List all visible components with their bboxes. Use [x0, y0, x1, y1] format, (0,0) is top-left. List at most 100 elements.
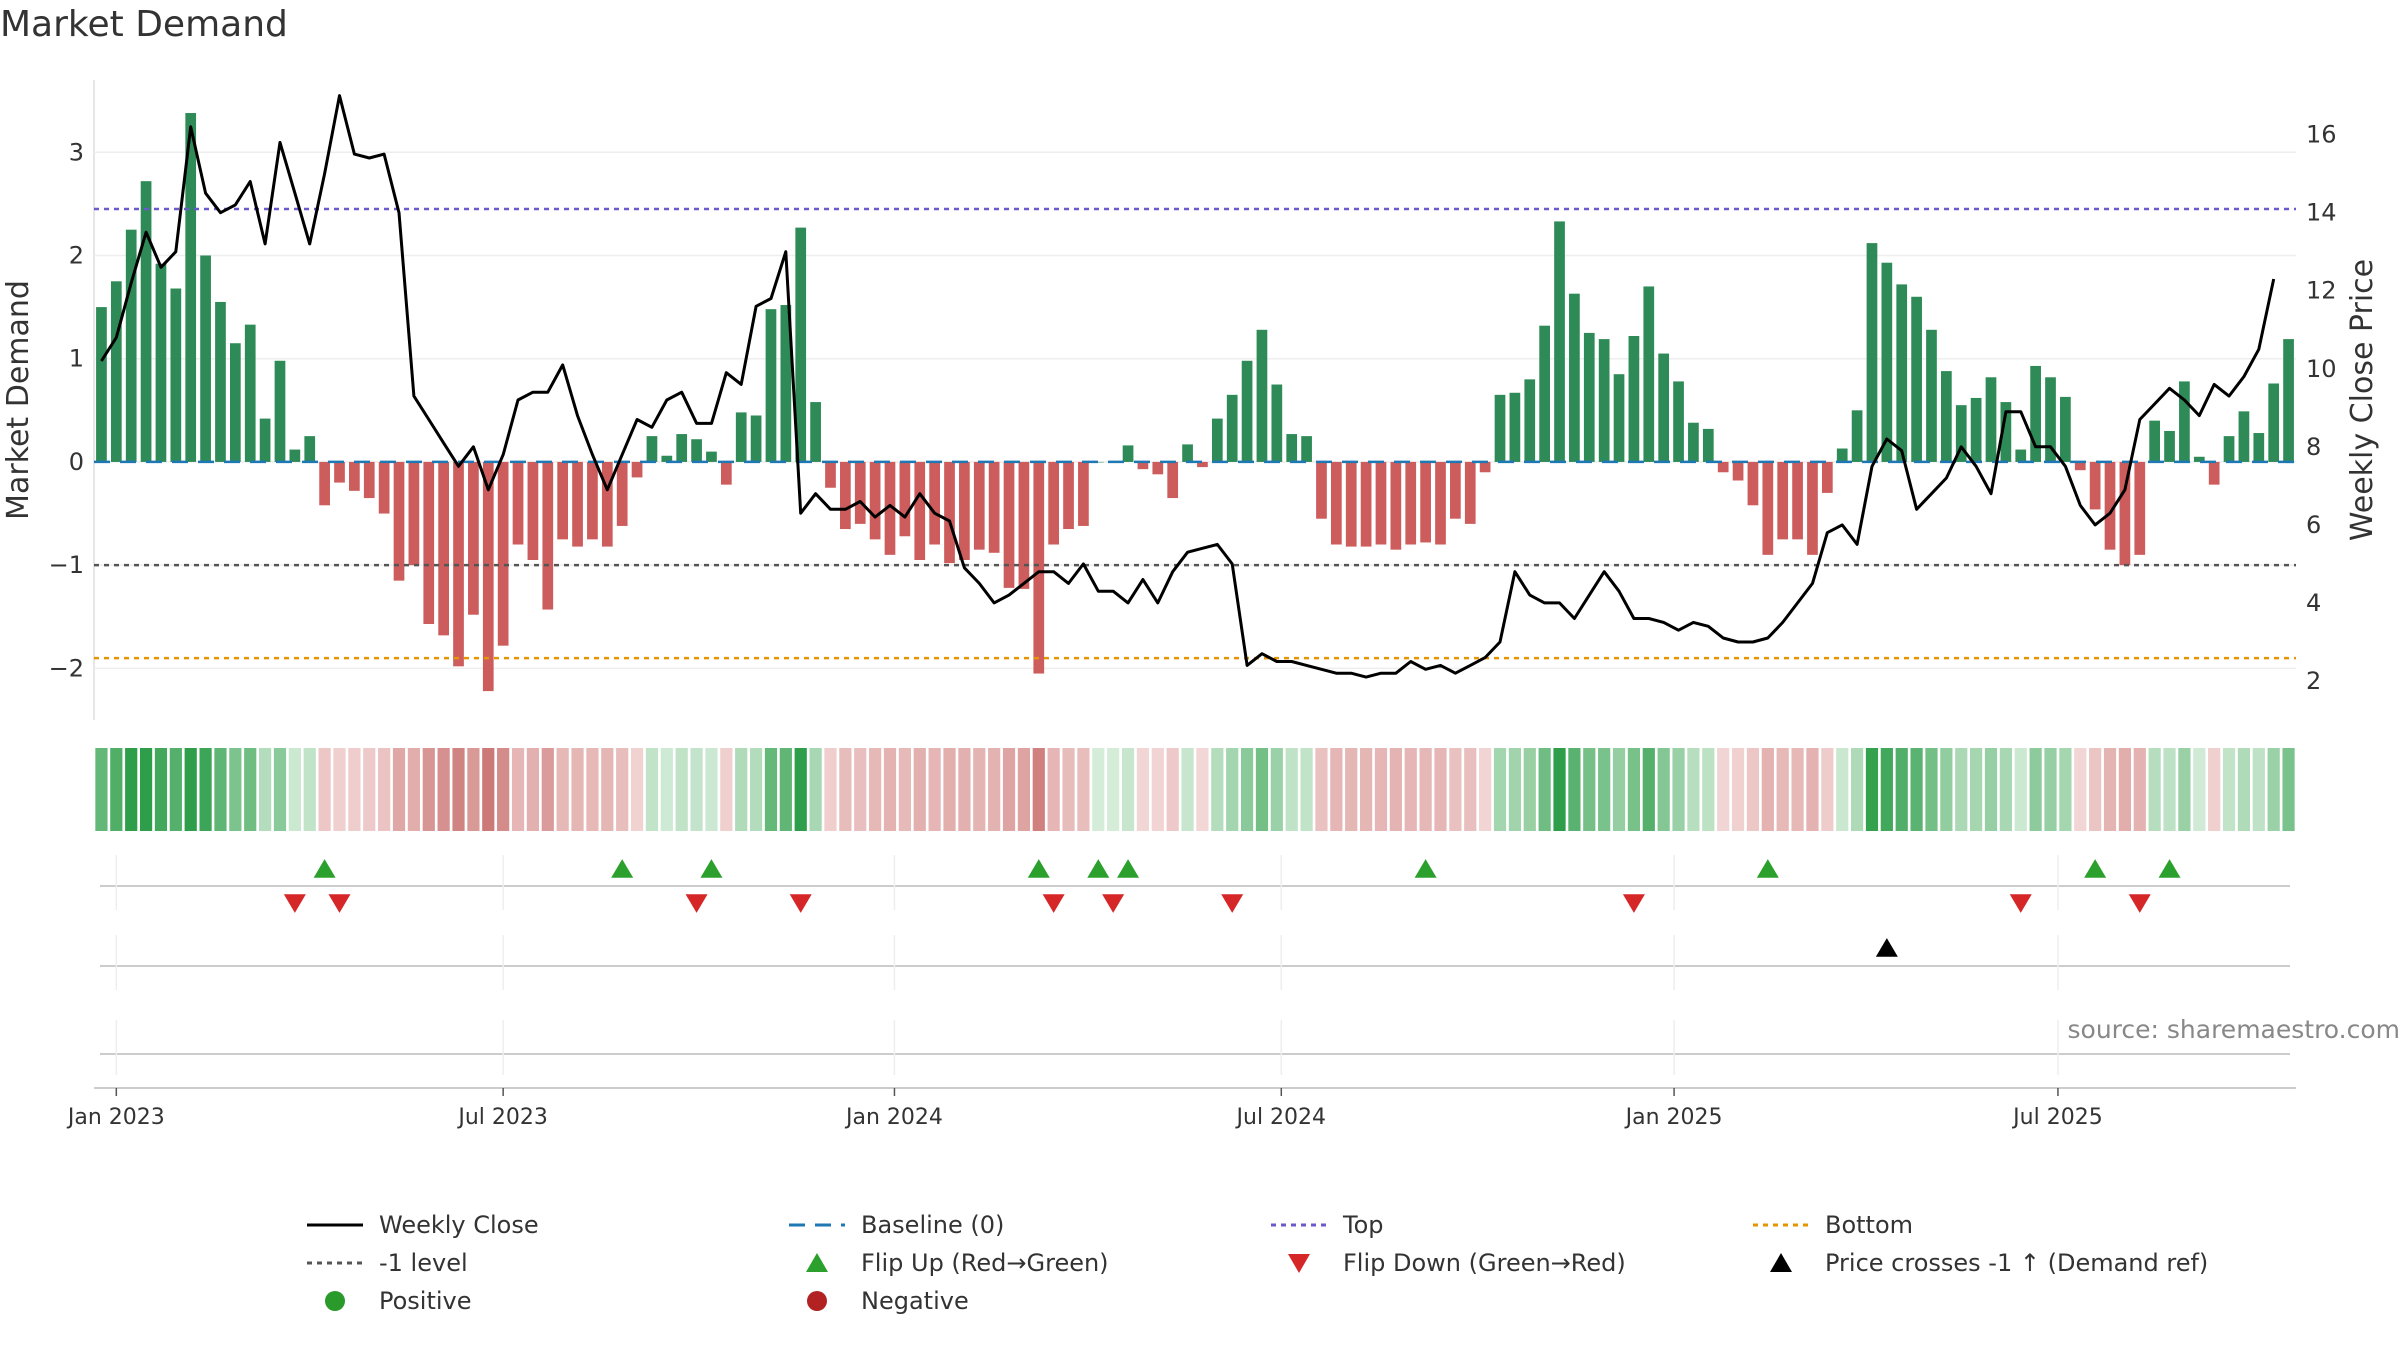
demand-bar [869, 461, 881, 540]
demand-bar [2283, 339, 2294, 462]
demand-bar [1866, 243, 1878, 462]
demand-bar [438, 461, 449, 636]
heat-cell [869, 748, 882, 831]
flip-up-marker [2158, 859, 2181, 878]
heat-cell [720, 748, 733, 831]
flip-down-marker [2128, 894, 2151, 913]
heat-cell [735, 748, 748, 831]
demand-bar [304, 436, 316, 462]
demand-bar [1301, 436, 1312, 462]
legend-swatch [305, 1248, 365, 1278]
demand-bar [944, 461, 955, 564]
demand-bar [482, 461, 494, 692]
demand-bar [676, 434, 688, 462]
demand-bar [601, 461, 613, 547]
demand-bar [750, 415, 762, 462]
heat-cell [794, 748, 807, 831]
heat-cell [1449, 748, 1462, 831]
demand-bar [1643, 286, 1655, 462]
demand-bar [1673, 381, 1684, 462]
demand-bar [1033, 461, 1045, 674]
heat-cell [2014, 748, 2027, 831]
heat-cell [437, 748, 450, 831]
legend-item: Flip Up (Red→Green) [787, 1248, 1109, 1278]
demand-bar [572, 461, 583, 547]
demand-bar [1792, 461, 1803, 540]
y-tick-label: 1 [69, 345, 84, 373]
heat-cell [2103, 748, 2117, 831]
legend-label: Bottom [1825, 1211, 1914, 1239]
legend-label: -1 level [379, 1249, 468, 1277]
demand-bar [2104, 461, 2116, 550]
demand-bar [706, 451, 717, 462]
y2-tick-label: 8 [2306, 433, 2321, 461]
legend-label: Negative [861, 1287, 969, 1315]
heat-cell [2267, 748, 2280, 831]
demand-bar [527, 461, 539, 560]
heat-cell [1121, 748, 1135, 831]
y2-tick-label: 16 [2306, 121, 2337, 149]
heat-cell [1240, 748, 1254, 831]
legend-swatch [1269, 1248, 1329, 1278]
demand-bar [185, 113, 197, 462]
demand-bar [557, 461, 569, 540]
demand-bar [200, 255, 211, 462]
heat-cell [125, 748, 138, 831]
flip-up-marker [1117, 859, 1140, 878]
demand-bar [170, 288, 182, 462]
demand-bar [1345, 461, 1357, 547]
heat-cell [2074, 748, 2087, 831]
heat-cell [1821, 748, 1834, 831]
demand-bar [884, 461, 896, 555]
demand-bar [661, 455, 673, 462]
flip-down-marker [1102, 894, 1125, 913]
demand-bar [1911, 296, 1922, 462]
heat-cell [1211, 748, 1224, 831]
heat-cell [1434, 748, 1447, 831]
y-tick-label: −1 [49, 551, 84, 579]
x-tick-label: Jul 2024 [1235, 1105, 1327, 1130]
demand-bar [1450, 461, 1461, 519]
heat-cell [1404, 748, 1417, 831]
demand-bar [1360, 461, 1372, 547]
heat-cell [1538, 748, 1551, 831]
demand-bar [512, 461, 524, 545]
heat-cell [675, 748, 688, 831]
heat-cell [601, 748, 614, 831]
legend-item: Flip Down (Green→Red) [1269, 1248, 1626, 1278]
legend-item: Bottom [1751, 1210, 1913, 1240]
demand-bar [289, 449, 301, 462]
y2-tick-label: 2 [2306, 667, 2321, 695]
heat-cell [1523, 748, 1536, 831]
y-tick-label: 3 [69, 138, 84, 166]
heat-cell [1047, 748, 1060, 831]
demand-bar [2268, 383, 2280, 462]
heat-cell [303, 748, 316, 831]
heat-cell [1598, 748, 1611, 831]
demand-bar [1390, 461, 1402, 550]
demand-bar [1598, 339, 1610, 462]
heat-cell [1166, 748, 1179, 831]
heat-cell [1196, 748, 1209, 831]
legend-item: Positive [305, 1286, 472, 1316]
demand-bar [393, 461, 405, 581]
demand-bar [1985, 377, 1997, 462]
heat-cell [1955, 748, 1968, 831]
heat-cell [1270, 748, 1283, 831]
demand-bar [1851, 410, 1863, 462]
heat-cell [199, 748, 212, 831]
flip-up-marker [611, 859, 634, 878]
demand-bar [1479, 461, 1491, 473]
heat-cell [1612, 748, 1626, 831]
demand-bar [899, 461, 911, 537]
demand-bar [215, 301, 226, 462]
heat-cell [1746, 748, 1760, 831]
demand-bar [1688, 422, 1699, 462]
heat-cell [616, 748, 629, 831]
demand-bar [765, 309, 777, 462]
demand-bar [1286, 434, 1298, 462]
demand-bar [2208, 461, 2220, 485]
heat-cell [2222, 748, 2236, 831]
demand-bar [2238, 411, 2250, 462]
heat-cell [973, 748, 986, 831]
